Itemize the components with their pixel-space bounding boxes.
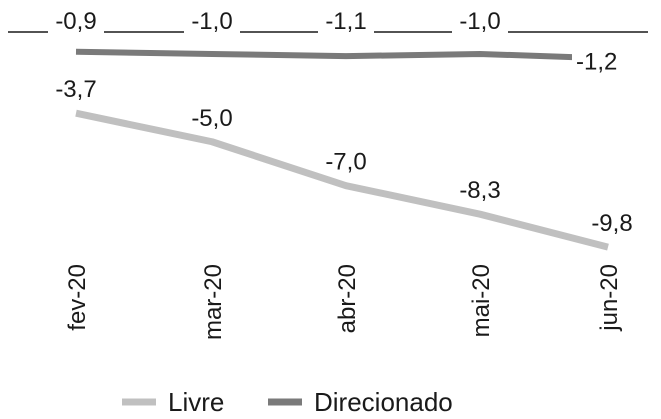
legend-label-livre: Livre — [168, 387, 224, 417]
data-labels: -3,7 -5,0 -7,0 -8,3 -9,8 -0,9 -1,0 -1,1 -1,0 -1,2 — [48, 7, 633, 237]
x-tick-label: jun-20 — [596, 264, 623, 332]
label-background — [572, 47, 628, 75]
label-background — [184, 7, 240, 34]
data-label-direcionado-mai-20: -1,0 — [459, 8, 500, 35]
x-tick-label: fev-20 — [64, 264, 91, 331]
x-tick-label: abr-20 — [334, 264, 361, 333]
legend: Livre Direcionado — [122, 387, 453, 417]
series-line-direcionado — [75, 48, 609, 62]
data-label-direcionado-abr-20: -1,1 — [325, 8, 366, 35]
label-background — [452, 7, 508, 34]
x-axis-ticks: fev-20 mar-20 abr-20 mai-20 jun-20 — [64, 264, 623, 340]
x-tick-label: mai-20 — [468, 264, 495, 337]
data-label-livre-abr-20: -7,0 — [325, 149, 366, 176]
data-label-livre-fev-20: -3,7 — [55, 76, 96, 103]
x-tick-label: mar-20 — [200, 264, 227, 340]
data-label-livre-mai-20: -8,3 — [459, 177, 500, 204]
series-group — [75, 48, 609, 251]
label-background — [318, 7, 374, 34]
data-label-direcionado-fev-20: -0,9 — [55, 8, 96, 35]
series-line-livre — [75, 109, 609, 251]
data-label-livre-jun-20: -9,8 — [591, 210, 632, 237]
legend-label-direcionado: Direcionado — [314, 387, 453, 417]
data-label-livre-mar-20: -5,0 — [191, 105, 232, 132]
data-label-direcionado-jun-20: -1,2 — [576, 48, 617, 75]
data-label-direcionado-mar-20: -1,0 — [191, 8, 232, 35]
label-background — [48, 7, 104, 34]
